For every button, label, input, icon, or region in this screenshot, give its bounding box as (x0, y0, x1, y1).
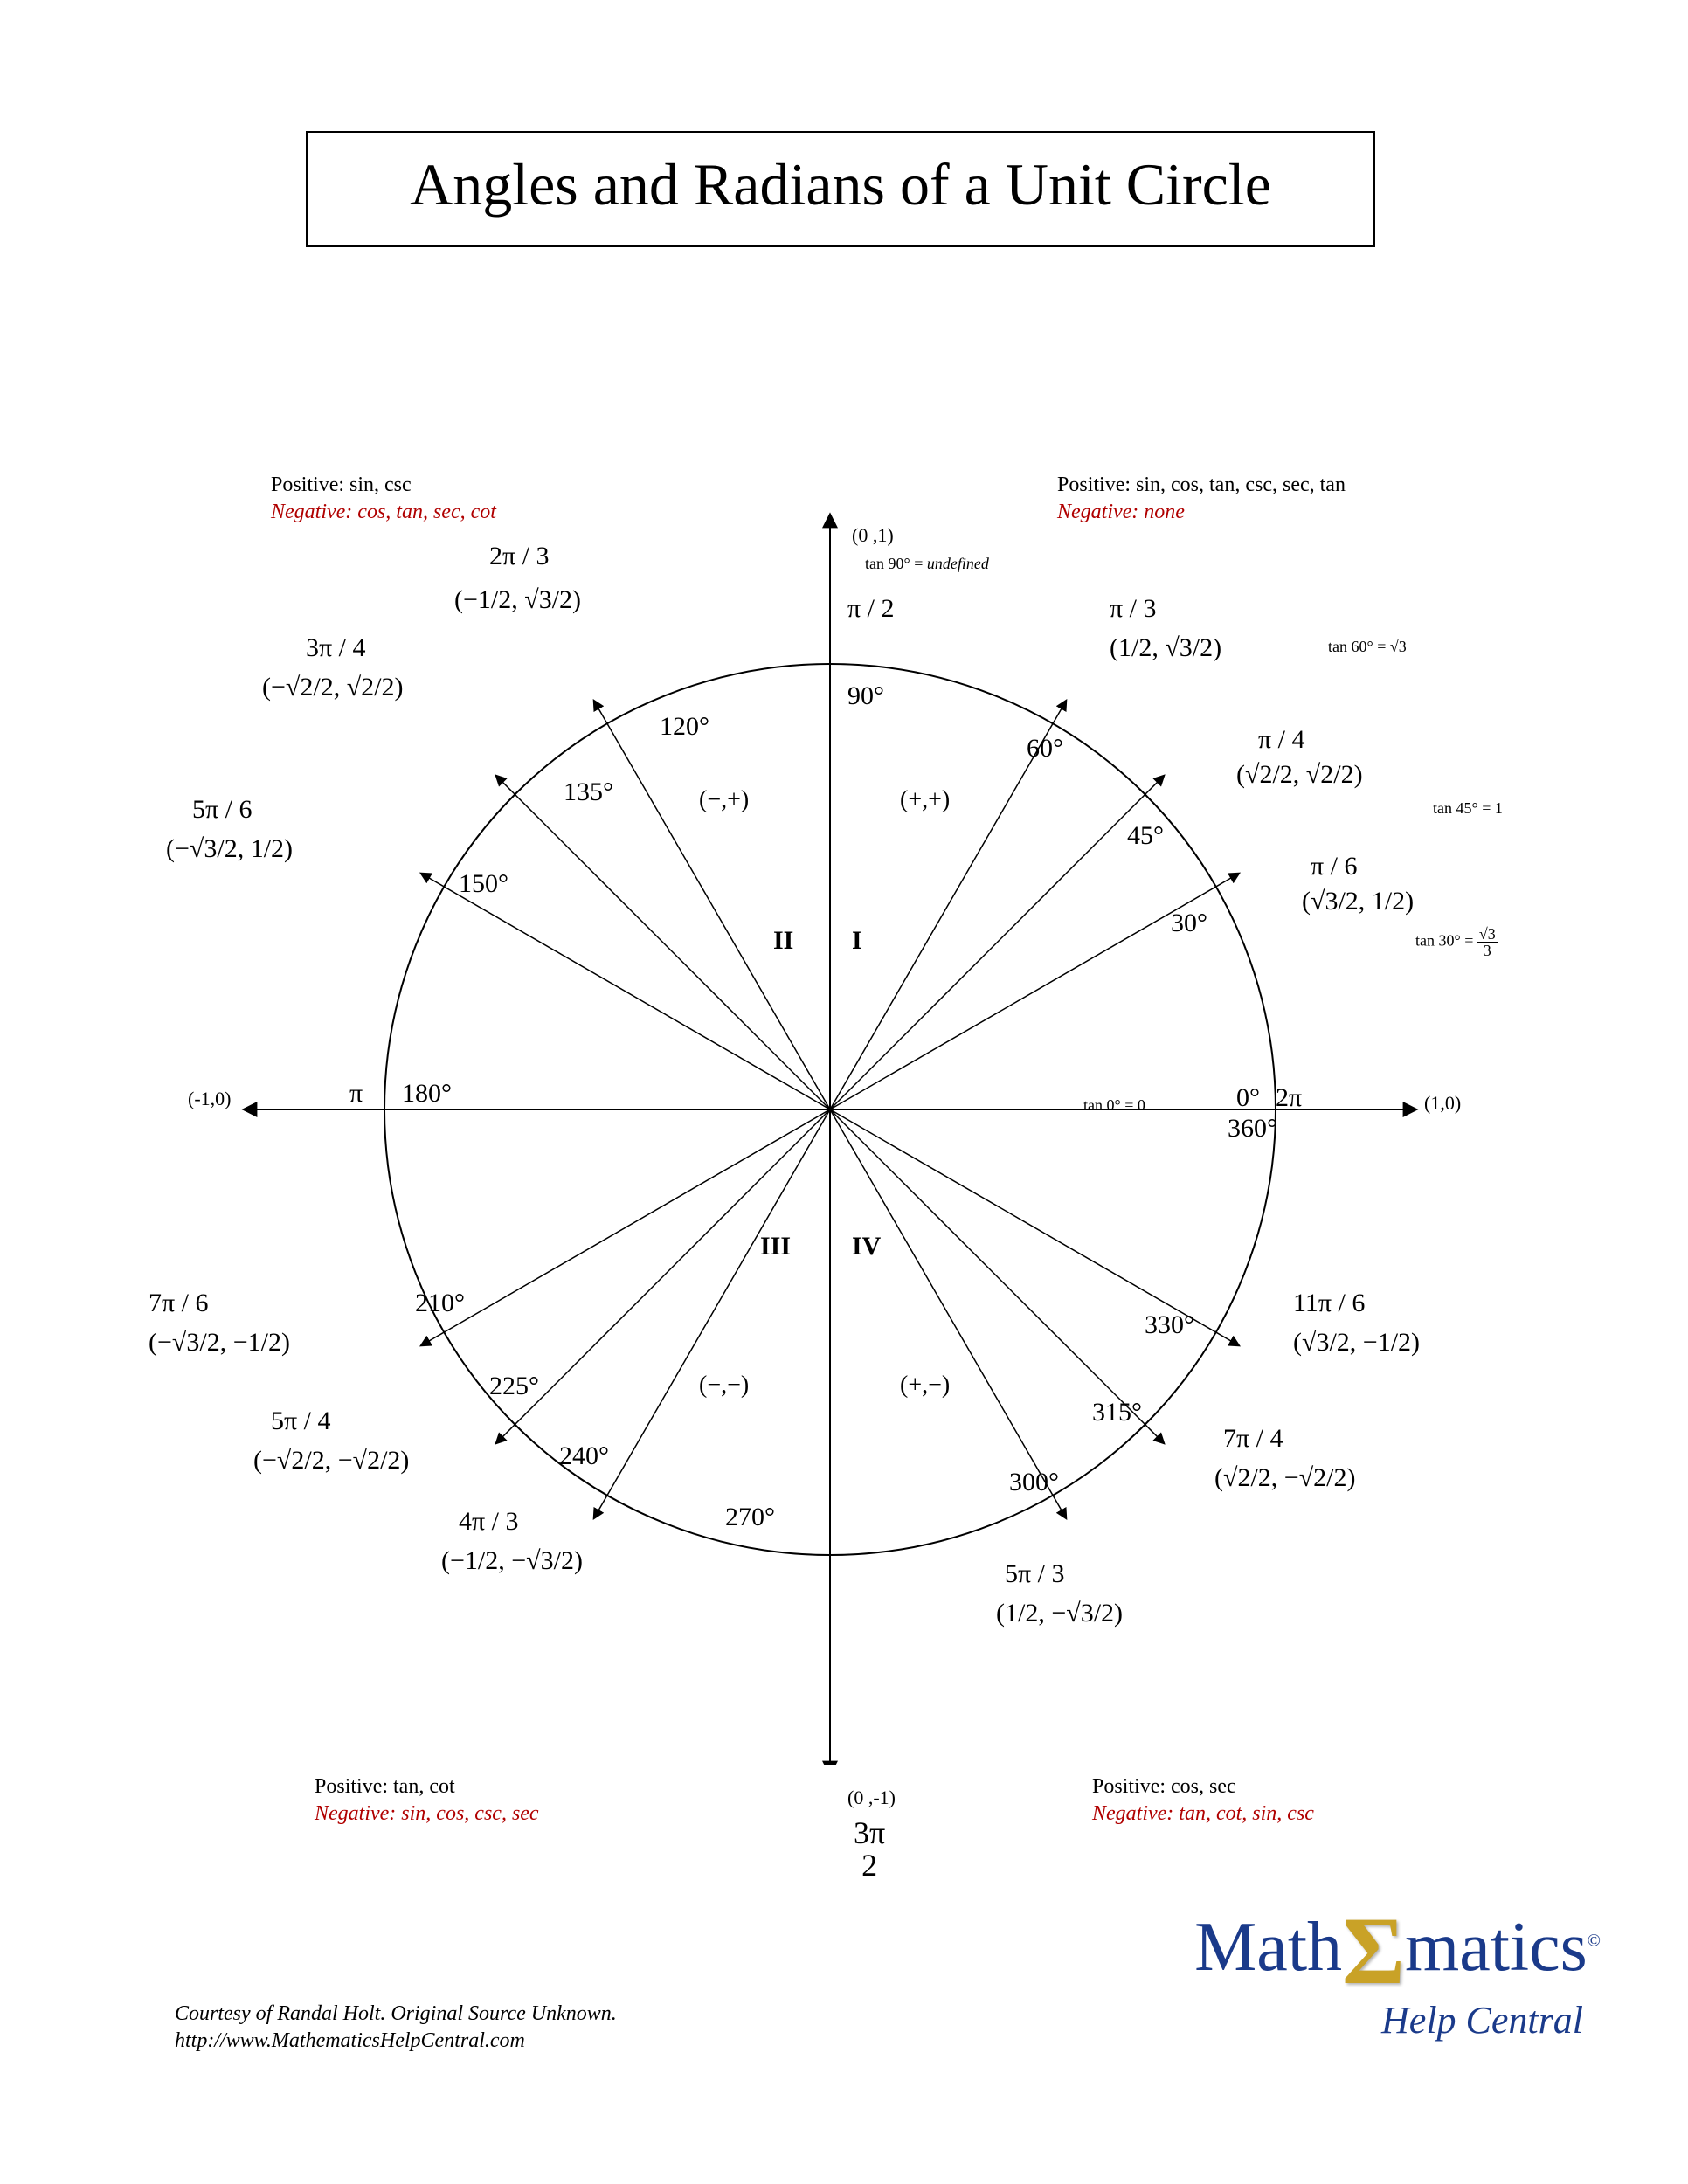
deg-45: 45° (1127, 821, 1164, 851)
logo: MathΣmatics© Help Central (1194, 1896, 1601, 2042)
roman-q4: IV (852, 1232, 881, 1261)
deg-30: 30° (1171, 909, 1207, 938)
sigma-icon: Σ (1342, 1896, 1405, 2007)
rad-30: π / 6 (1311, 852, 1357, 881)
credit-line1: Courtesy of Randal Holt. Original Source… (175, 2001, 617, 2028)
coord-150: (−√3/2, 1/2) (166, 834, 293, 864)
unit-circle-diagram: 0° 2π 360° 30° π / 6 (√3/2, 1/2) 45° π /… (175, 454, 1485, 1765)
q4-info: Positive: cos, sec Negative: tan, cot, s… (1092, 1773, 1314, 1828)
sign-q3: (−,−) (699, 1372, 749, 1400)
roman-q1: I (852, 926, 862, 956)
page-title: Angles and Radians of a Unit Circle (316, 150, 1365, 219)
coord-135: (−√2/2, √2/2) (262, 673, 404, 702)
copyright-icon: © (1588, 1931, 1601, 1950)
title-box: Angles and Radians of a Unit Circle (306, 131, 1375, 247)
deg-360: 360° (1228, 1114, 1277, 1144)
coord-315: (√2/2, −√2/2) (1214, 1463, 1356, 1493)
tan-45: tan 45° = 1 (1433, 799, 1503, 818)
rad-210: 7π / 6 (149, 1289, 208, 1318)
coord-30: (√3/2, 1/2) (1302, 887, 1414, 916)
deg-330: 330° (1145, 1310, 1194, 1340)
rad-225: 5π / 4 (271, 1406, 330, 1436)
rad-300: 5π / 3 (1005, 1559, 1064, 1589)
coord-240: (−1/2, −√3/2) (441, 1546, 583, 1576)
rad-0: 2π (1276, 1083, 1302, 1113)
deg-240: 240° (559, 1441, 609, 1471)
rad-45: π / 4 (1258, 725, 1304, 755)
credit-line2: http://www.MathematicsHelpCentral.com (175, 2028, 617, 2055)
coord-45: (√2/2, √2/2) (1236, 760, 1363, 790)
tan-90: tan 90° = undefined (865, 555, 989, 573)
rad-60: π / 3 (1110, 594, 1156, 624)
coord-225: (−√2/2, −√2/2) (253, 1446, 409, 1476)
rad-315: 7π / 4 (1223, 1424, 1283, 1454)
roman-q3: III (760, 1232, 791, 1261)
deg-120: 120° (660, 712, 709, 742)
rad-180: π (349, 1079, 363, 1109)
deg-270: 270° (725, 1503, 775, 1532)
rad-330: 11π / 6 (1293, 1289, 1365, 1318)
q3-info: Positive: tan, cot Negative: sin, cos, c… (315, 1773, 539, 1828)
deg-60: 60° (1027, 734, 1063, 764)
roman-q2: II (773, 926, 793, 956)
deg-180: 180° (402, 1079, 452, 1109)
deg-315: 315° (1092, 1398, 1142, 1427)
coord-210: (−√3/2, −1/2) (149, 1328, 290, 1358)
deg-135: 135° (564, 778, 613, 807)
logo-part2: matics (1405, 1909, 1588, 1986)
q3-negative: Negative: sin, cos, csc, sec (315, 1800, 539, 1828)
axis-top: (0 ,1) (852, 524, 894, 547)
tan-30: tan 30° = √33 (1415, 926, 1498, 958)
tan-60: tan 60° = √3 (1328, 638, 1407, 656)
logo-main: MathΣmatics© (1194, 1896, 1601, 2007)
rad-135: 3π / 4 (306, 633, 365, 663)
deg-0: 0° (1236, 1083, 1260, 1113)
rad-90: π / 2 (847, 594, 894, 624)
axis-left: (-1,0) (188, 1088, 231, 1110)
deg-150: 150° (459, 869, 508, 899)
coord-300: (1/2, −√3/2) (996, 1599, 1123, 1628)
sign-q4: (+,−) (900, 1372, 950, 1400)
deg-300: 300° (1009, 1468, 1059, 1497)
logo-part1: Math (1194, 1909, 1342, 1986)
sign-q2: (−,+) (699, 786, 749, 814)
coord-60: (1/2, √3/2) (1110, 633, 1221, 663)
coord-120: (−1/2, √3/2) (454, 585, 581, 615)
axis-bottom: (0 ,-1) (847, 1787, 896, 1809)
deg-225: 225° (489, 1372, 539, 1401)
deg-90: 90° (847, 681, 884, 711)
rad-150: 5π / 6 (192, 795, 252, 825)
axis-right: (1,0) (1424, 1092, 1461, 1115)
q3-positive: Positive: tan, cot (315, 1773, 539, 1800)
rad-120: 2π / 3 (489, 542, 549, 571)
deg-210: 210° (415, 1289, 465, 1318)
q4-positive: Positive: cos, sec (1092, 1773, 1314, 1800)
coord-330: (√3/2, −1/2) (1293, 1328, 1420, 1358)
tan-0: tan 0° = 0 (1083, 1096, 1145, 1115)
q4-negative: Negative: tan, cot, sin, csc (1092, 1800, 1314, 1828)
rad-270: 3π2 (852, 1817, 887, 1881)
credit-block: Courtesy of Randal Holt. Original Source… (175, 2001, 617, 2055)
sign-q1: (+,+) (900, 786, 950, 814)
rad-240: 4π / 3 (459, 1507, 518, 1537)
page: Angles and Radians of a Unit Circle Posi… (0, 0, 1688, 2184)
